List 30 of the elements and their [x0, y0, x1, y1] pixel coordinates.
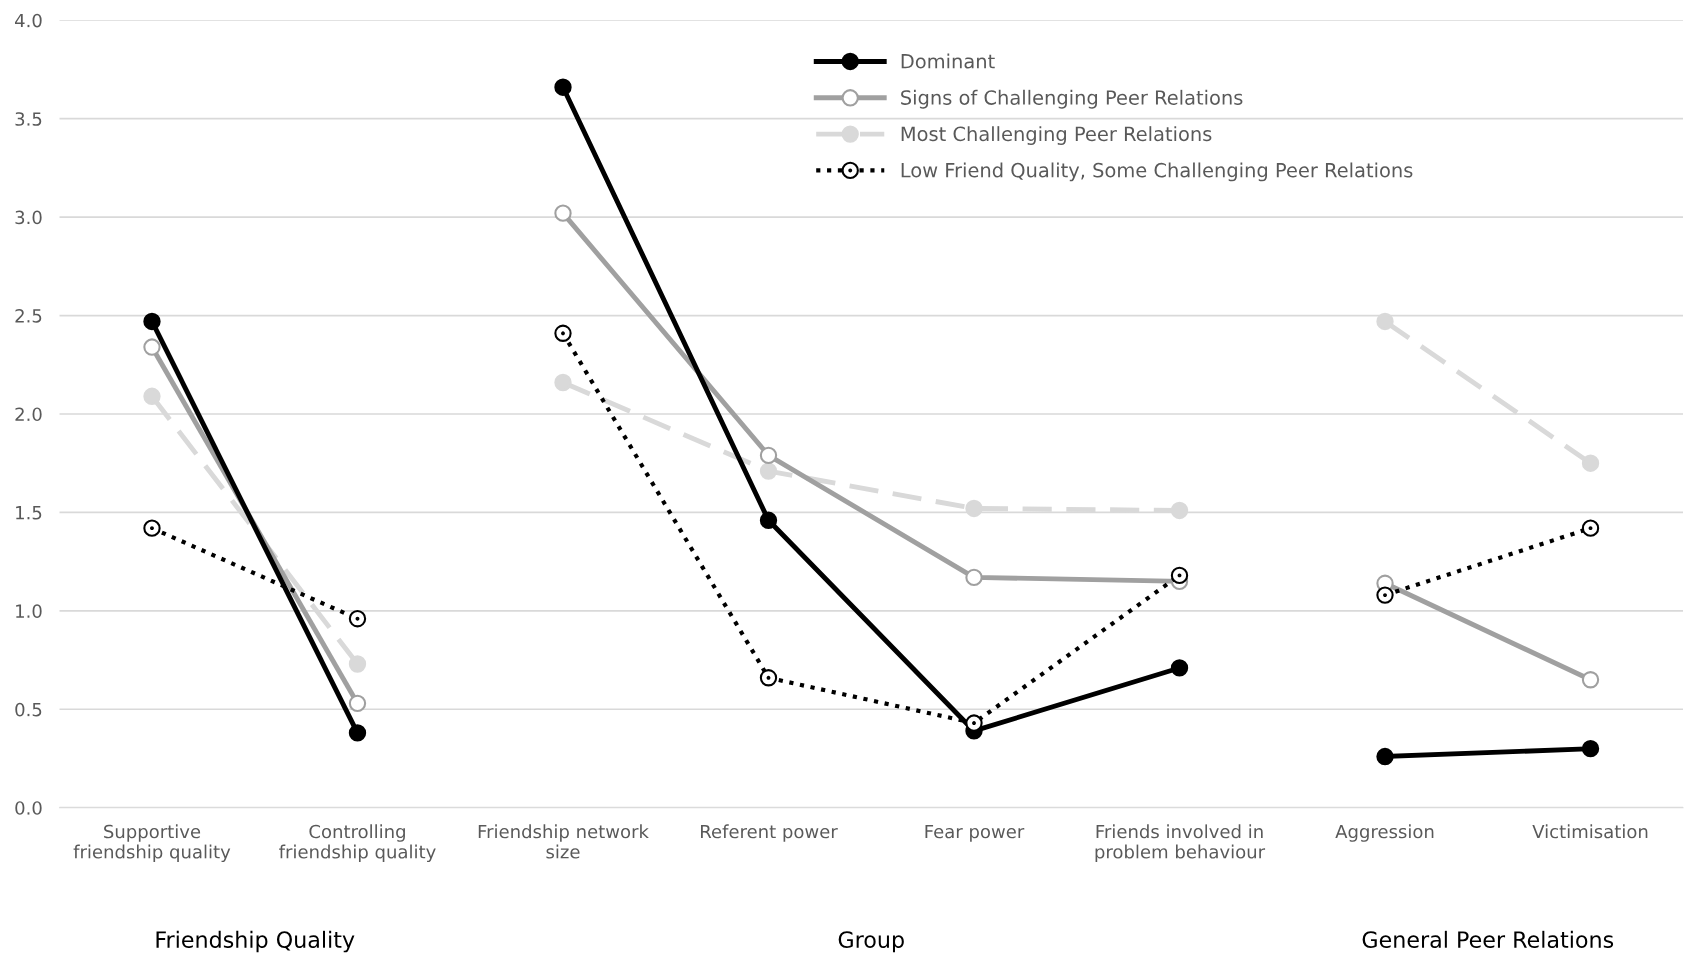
x-tick-label: Friends involved in problem behaviour [1095, 824, 1266, 863]
point [1376, 747, 1394, 766]
y-tick-label: 3.0 [15, 210, 42, 225]
text: General Peer Relations [1362, 930, 1614, 949]
y-tick-label: 3.5 [15, 112, 42, 126]
y-tick-label: 0.5 [15, 702, 42, 717]
x-tick-label: Controlling friendship quality [279, 824, 436, 863]
x-tick-label: Fear power [925, 824, 1025, 842]
point [1170, 659, 1189, 677]
legend-label: Most Challenging Peer Relations [901, 126, 1212, 145]
point [965, 714, 983, 732]
point [554, 78, 572, 96]
y-tick-label: 1.5 [16, 506, 42, 520]
text: Group [838, 931, 904, 953]
legend-label: Dominant [901, 53, 995, 69]
x-tick-label: Referent power [701, 824, 838, 842]
y-tick-label: 4.0 [15, 13, 42, 28]
x-tick-label: Victimisation [1532, 824, 1648, 839]
x-tick-label: Supportive friendship quality [73, 824, 231, 863]
text: Friendship Quality [156, 930, 355, 953]
x-tick-label: Friendship network size [478, 824, 649, 859]
point [1581, 739, 1600, 758]
y-tick-label: 0.0 [15, 801, 42, 815]
point [759, 669, 778, 687]
y-tick-label: 1.0 [16, 604, 42, 618]
y-tick-label: 2.5 [15, 309, 42, 323]
y-tick-label: 2.0 [15, 407, 42, 422]
x-tick-label: Aggression [1335, 824, 1434, 842]
legend-label: Low Friend Quality, Some Challenging Peer Relations [901, 162, 1413, 182]
legend-label: Signs of Challenging Peer Relations [901, 89, 1243, 109]
